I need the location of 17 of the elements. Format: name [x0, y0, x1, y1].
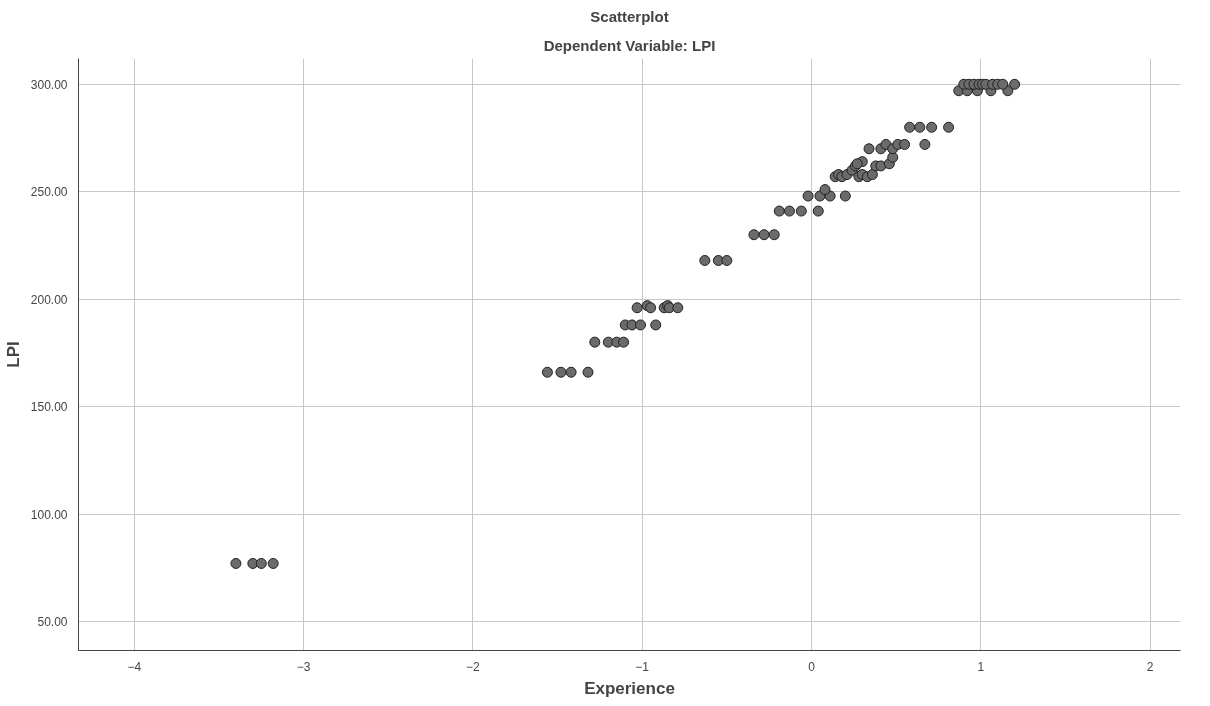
y-tick-label: 50.00: [37, 614, 68, 629]
x-axis-title: Experience: [584, 678, 675, 698]
y-tick-label: 300.00: [30, 77, 68, 92]
y-tick-label: 250.00: [30, 185, 68, 200]
x-tick-label: −1: [635, 659, 650, 674]
x-tick-label: 1: [977, 659, 985, 674]
y-tick-label: 200.00: [30, 292, 68, 307]
x-tick-label: −2: [466, 659, 481, 674]
x-tick-label: 2: [1146, 659, 1154, 674]
y-tick-label: 150.00: [30, 400, 68, 415]
chart-subtitle: Dependent Variable: LPI: [543, 36, 716, 54]
x-tick-label: −4: [127, 659, 142, 674]
chart-title: Scatterplot: [590, 7, 669, 25]
x-tick-label: 0: [808, 659, 816, 674]
y-tick-label: 100.00: [30, 507, 68, 522]
y-axis-title: LPI: [3, 341, 23, 368]
x-tick-label: −3: [296, 659, 311, 674]
